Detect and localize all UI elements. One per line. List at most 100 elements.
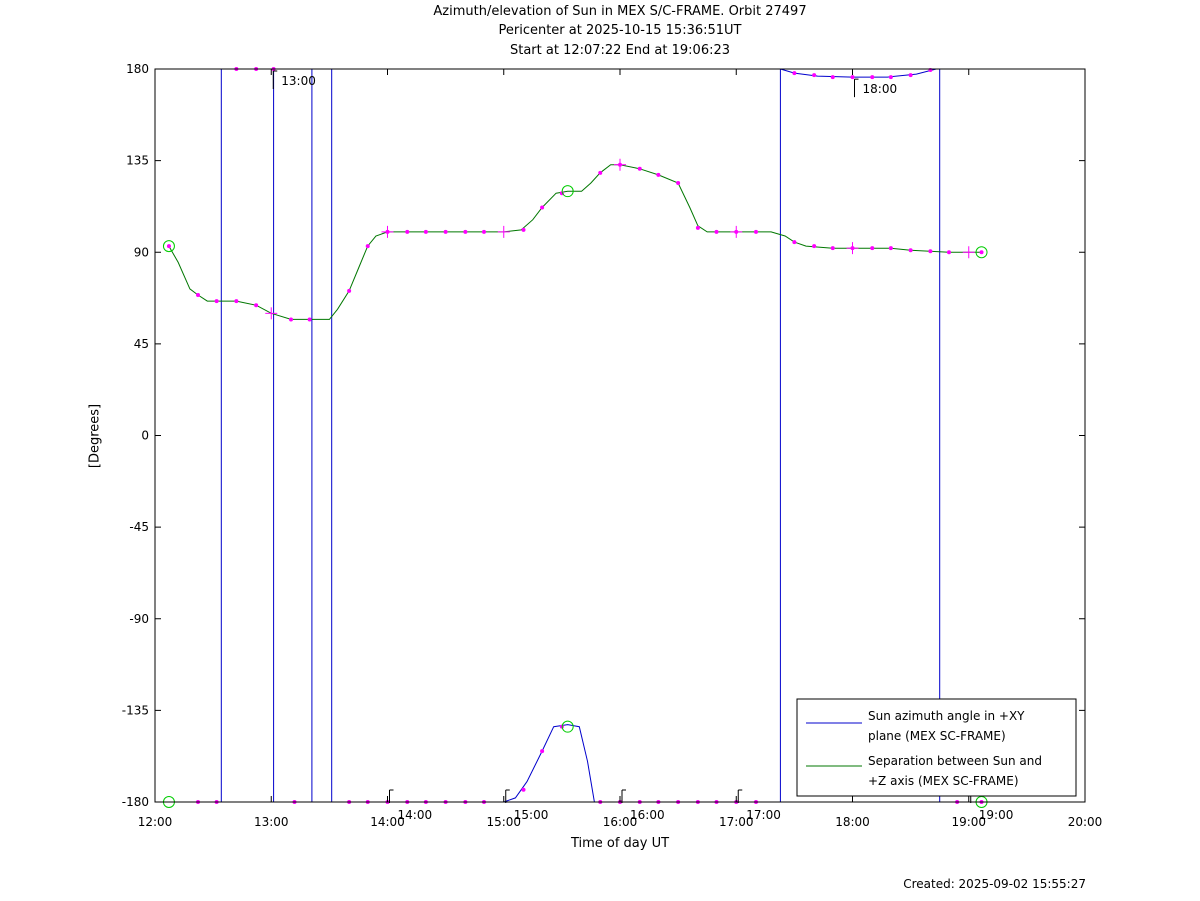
separation-point <box>870 246 875 251</box>
x-tick-label: 17:00 <box>719 815 754 829</box>
x-tick-label: 14:00 <box>370 815 405 829</box>
hour-cross <box>962 246 975 259</box>
hour-annotation: 18:00 <box>854 78 898 98</box>
hour-cross <box>381 225 394 238</box>
separation-point <box>888 246 893 251</box>
azimuth-point <box>540 749 545 754</box>
plot-frame <box>154 68 1086 803</box>
separation-point <box>481 229 486 234</box>
event-circle-marker <box>975 246 988 259</box>
azimuth-point <box>830 75 835 80</box>
y-tick-label: 45 <box>134 337 149 351</box>
x-tick-label: 18:00 <box>835 815 870 829</box>
y-tick-label: 90 <box>134 245 149 259</box>
separation-point <box>365 244 370 249</box>
y-tick-label: -135 <box>122 703 149 717</box>
separation-point <box>214 299 219 304</box>
hour-annotation-label: 19:00 <box>979 808 1014 822</box>
separation-point <box>289 317 294 322</box>
y-tick-label: -180 <box>122 795 149 809</box>
hour-annotation: 17:00 <box>737 789 781 822</box>
hour-cross <box>846 242 859 255</box>
hour-annotation-label: 14:00 <box>398 808 433 822</box>
hour-cross <box>265 307 278 320</box>
y-tick-label: 180 <box>126 62 149 76</box>
separation-point <box>254 303 259 308</box>
separation-point <box>656 172 661 177</box>
azimuth-line-segment <box>168 69 222 803</box>
y-tick-label: 135 <box>126 154 149 168</box>
series-layer <box>168 68 982 803</box>
separation-point <box>792 240 797 245</box>
separation-point <box>754 229 759 234</box>
azimuth-line-segment <box>780 68 941 802</box>
azimuth-point <box>908 73 913 78</box>
y-tick-label: 0 <box>141 429 149 443</box>
x-tick-label: 12:00 <box>138 815 173 829</box>
separation-point <box>928 249 933 254</box>
hour-cross <box>497 225 510 238</box>
hour-cross <box>730 225 743 238</box>
hour-annotation: 14:00 <box>389 789 433 822</box>
azimuth-line-segment <box>221 68 275 802</box>
azimuth-point <box>792 71 797 76</box>
hour-annotation-label: 18:00 <box>863 82 898 96</box>
hour-annotation-label: 17:00 <box>746 808 781 822</box>
x-tick-label: 19:00 <box>951 815 986 829</box>
separation-point <box>347 288 352 293</box>
separation-point <box>946 250 951 255</box>
azimuth-point <box>850 75 855 80</box>
azimuth-point <box>521 787 526 792</box>
azimuth-point <box>888 75 893 80</box>
hour-cross <box>614 158 626 171</box>
separation-point <box>196 293 201 298</box>
hour-annotation-label: 15:00 <box>514 808 549 822</box>
hour-annotation: 15:00 <box>505 789 549 822</box>
separation-point <box>830 246 835 251</box>
separation-point <box>714 229 719 234</box>
separation-point <box>166 244 171 249</box>
event-circle-marker <box>561 185 574 198</box>
y-tick-label: -90 <box>129 612 149 626</box>
hour-annotation-label: 13:00 <box>281 74 316 88</box>
separation-point <box>598 170 603 175</box>
y-tick-label: -45 <box>129 520 149 534</box>
separation-point <box>908 248 913 253</box>
x-tick-label: 20:00 <box>1068 815 1103 829</box>
separation-point <box>443 229 448 234</box>
separation-point <box>695 225 700 230</box>
legend-label-separation-line2: +Z axis (MEX SC-FRAME) <box>868 774 1019 788</box>
separation-point <box>307 317 312 322</box>
created-timestamp: Created: 2025-09-02 15:55:27 <box>903 877 1086 891</box>
chart-subtitle-interval: Start at 12:07:22 End at 19:06:23 <box>509 43 731 58</box>
hour-annotation-label: 16:00 <box>630 808 665 822</box>
separation-point <box>463 229 468 234</box>
x-axis-label: Time of day UT <box>570 836 670 851</box>
azimuth-line-segment <box>311 68 333 802</box>
event-circle-marker <box>162 240 175 253</box>
chart-subtitle-pericenter: Pericenter at 2025-10-15 15:36:51UT <box>498 23 742 38</box>
chart-title: Azimuth/elevation of Sun in MEX S/C-FRAM… <box>433 4 807 19</box>
legend: Sun azimuth angle in +XY plane (MEX SC-F… <box>796 698 1077 797</box>
hour-annotation: 16:00 <box>621 789 665 822</box>
x-tick-label: 16:00 <box>603 815 638 829</box>
legend-label-azimuth-line2: plane (MEX SC-FRAME) <box>868 729 1006 743</box>
separation-line <box>168 164 982 320</box>
legend-box <box>796 698 1077 797</box>
hour-annotation: 13:00 <box>272 70 316 89</box>
legend-label-separation-line1: Separation between Sun and <box>868 754 1042 768</box>
axis-layer: 12:00 13:00 14:00 15:00 16:00 17:00 18:00 19:00… <box>122 62 1103 829</box>
azimuth-line-segment <box>331 69 781 803</box>
azimuth-point <box>870 75 875 80</box>
separation-point <box>423 229 428 234</box>
separation-point <box>676 181 681 186</box>
x-tick-label: 15:00 <box>486 815 521 829</box>
azimuth-line-segment <box>273 69 313 803</box>
separation-point <box>521 227 526 232</box>
separation-point <box>812 244 817 249</box>
legend-label-azimuth-line1: Sun azimuth angle in +XY <box>868 709 1025 723</box>
x-tick-label: 13:00 <box>254 815 289 829</box>
event-circle-marker <box>561 720 574 733</box>
separation-point <box>540 205 545 210</box>
